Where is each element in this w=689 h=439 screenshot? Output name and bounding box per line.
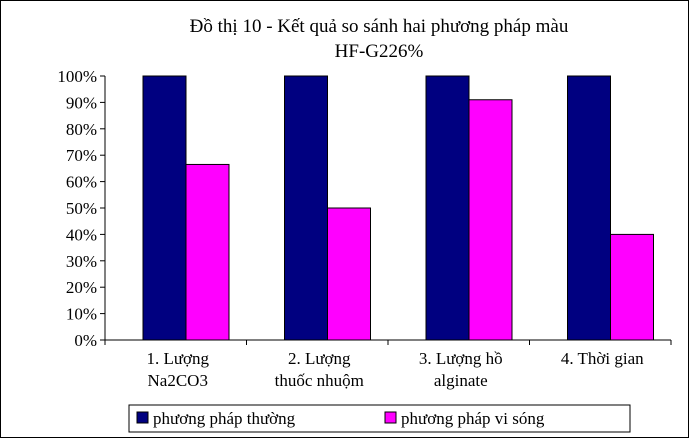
y-tick-label: 70% bbox=[66, 146, 97, 165]
x-category-label: thuốc nhuộm bbox=[275, 371, 364, 390]
chart-title-line-1: Đồ thị 10 - Kết quả so sánh hai phương p… bbox=[190, 16, 569, 37]
legend-swatch-vi-song bbox=[384, 411, 397, 424]
legend-box bbox=[128, 404, 631, 433]
y-tick-label: 20% bbox=[66, 278, 97, 297]
bar-thuong-cat-3 bbox=[425, 75, 470, 341]
x-category-label: alginate bbox=[434, 371, 488, 390]
bar-thuong-cat-1 bbox=[142, 75, 187, 341]
y-tick-label: 80% bbox=[66, 120, 97, 139]
bar-vi-song-cat-3 bbox=[468, 99, 513, 341]
y-tick-label: 50% bbox=[66, 199, 97, 218]
y-tick-label: 30% bbox=[66, 252, 97, 271]
x-category-label: 3. Lượng hồ bbox=[419, 349, 503, 368]
chart-title: Đồ thị 10 - Kết quả so sánh hai phương p… bbox=[190, 16, 569, 62]
bar-vi-song-cat-1 bbox=[185, 163, 230, 341]
x-category-label: Na2CO3 bbox=[148, 371, 208, 390]
x-category-label: 2. Lượng bbox=[288, 349, 351, 368]
bar-vi-song-cat-2 bbox=[327, 207, 371, 341]
plot-area: 0% 10% 20% 30% 40% 50% 60% 70% 80% 90% 100% 1. Lượn… bbox=[57, 67, 672, 390]
chart-title-line-2: HF-G226% bbox=[335, 41, 424, 62]
legend-label-thuong: phương pháp thường bbox=[153, 409, 296, 428]
y-tick-label: 10% bbox=[66, 305, 97, 324]
x-category-label: 4. Thời gian bbox=[561, 349, 644, 368]
bar-vi-song-cat-4 bbox=[610, 233, 654, 341]
x-category-label: 1. Lượng bbox=[146, 349, 209, 368]
bar-thuong-cat-4 bbox=[567, 75, 611, 341]
y-tick-label: 0% bbox=[74, 331, 97, 350]
y-tick-label: 100% bbox=[57, 67, 97, 86]
legend-label-vi-song: phương pháp vi sóng bbox=[401, 409, 545, 428]
y-tick-label: 40% bbox=[66, 225, 97, 244]
legend-swatch-thuong bbox=[136, 411, 149, 424]
legend: phương pháp thường phương pháp vi sóng bbox=[128, 404, 631, 433]
bar-thuong-cat-2 bbox=[284, 75, 328, 341]
y-tick-label: 60% bbox=[66, 173, 97, 192]
y-tick-label: 90% bbox=[66, 93, 97, 112]
